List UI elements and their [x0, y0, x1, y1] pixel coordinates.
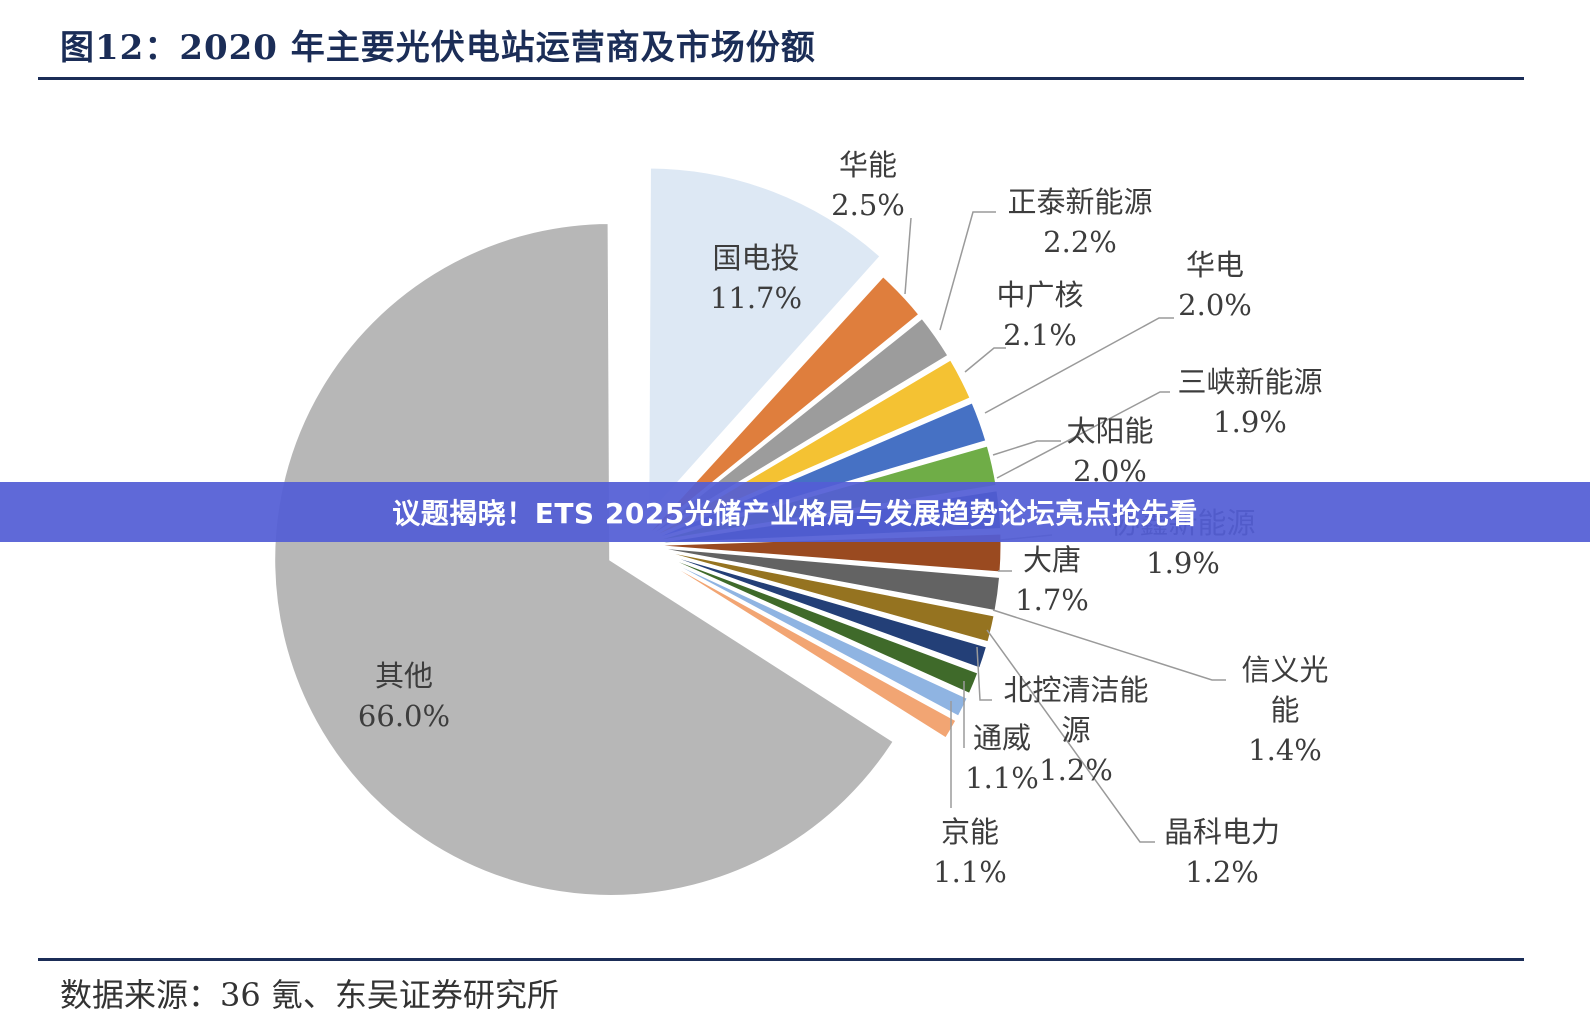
slice-value: 1.9%	[1213, 405, 1287, 439]
leader-line-11	[986, 629, 1155, 843]
slice-label-12: 北控清洁能源 1.2%	[1003, 673, 1148, 787]
slice-name: 晶科电力	[1164, 815, 1280, 849]
headline-text[interactable]: 议题揭晓！ETS 2025光储产业格局与发展趋势论坛亮点抢先看	[392, 497, 1198, 530]
slice-name: 其他	[375, 659, 433, 693]
leader-line-6	[992, 440, 1061, 456]
slice-value: 2.5%	[831, 188, 905, 222]
bottom-rule	[38, 958, 1524, 961]
slice-name: 信义光	[1241, 653, 1328, 687]
slice-name: 通威	[973, 721, 1031, 755]
headline-banner[interactable]: 议题揭晓！ETS 2025光储产业格局与发展趋势论坛亮点抢先看	[0, 482, 1590, 542]
slice-name: 正泰新能源	[1007, 185, 1152, 219]
slice-label-5: 华电 2.0%	[1178, 248, 1252, 322]
slice-name: 源	[1061, 713, 1090, 747]
slice-name: 能	[1270, 693, 1299, 727]
slice-label-3: 正泰新能源 2.2%	[1007, 185, 1152, 259]
pie-slice-15	[272, 220, 897, 898]
slice-label-6: 太阳能 2.0%	[1066, 414, 1153, 488]
slice-value: 1.7%	[1015, 583, 1089, 617]
slice-value: 1.1%	[933, 855, 1007, 889]
top-rule	[38, 77, 1524, 80]
slice-label-2: 华能 2.5%	[831, 148, 905, 222]
slice-value: 2.2%	[1043, 225, 1117, 259]
pie-slice-11	[636, 543, 990, 672]
pie-slice-2	[635, 273, 923, 547]
slice-label-11: 晶科电力 1.2%	[1164, 815, 1280, 889]
leader-line-12	[976, 646, 992, 701]
slice-label-1: 国电投 11.7%	[710, 241, 802, 315]
slice-value: 66.0%	[358, 699, 450, 733]
leader-line-7	[996, 391, 1170, 479]
slice-value: 2.1%	[1003, 318, 1077, 352]
slice-value: 1.2%	[1185, 855, 1259, 889]
slice-name: 太阳能	[1066, 414, 1153, 448]
slice-value: 2.0%	[1178, 288, 1252, 322]
slice-value: 11.7%	[710, 281, 802, 315]
slice-value: 1.4%	[1248, 733, 1322, 767]
slice-name: 华能	[839, 148, 897, 182]
pie-slice-14	[636, 543, 960, 742]
slice-label-10: 信义光能 1.4%	[1241, 653, 1328, 767]
slice-label-14: 京能 1.1%	[933, 815, 1007, 889]
slice-label-15: 其他 66.0%	[358, 659, 450, 733]
figure-title: 图12：2020 年主要光伏电站运营商及市场份额	[60, 28, 816, 68]
slice-labels: 国电投 11.7% 华能 2.5% 正泰新能源 2.2% 中广核 2.1% 华电 2.0% 太阳能 2…	[358, 148, 1329, 889]
slice-value: 1.1%	[965, 761, 1039, 795]
source-note: 数据来源：36 氪、东吴证券研究所	[60, 976, 559, 1014]
slice-value: 1.9%	[1146, 546, 1220, 580]
slice-name: 三峡新能源	[1177, 365, 1322, 399]
slice-name: 中广核	[996, 278, 1083, 312]
leader-line-5	[984, 317, 1174, 414]
leader-line-10	[992, 609, 1226, 681]
slice-name: 国电投	[712, 241, 799, 275]
slice-value: 1.2%	[1039, 753, 1113, 787]
slice-name: 华电	[1186, 248, 1244, 282]
pie-slice-1	[646, 165, 884, 521]
slice-name: 大唐	[1023, 543, 1081, 577]
slice-label-9: 大唐 1.7%	[1015, 543, 1089, 617]
leader-line-4	[964, 347, 1006, 373]
leader-line-3	[939, 211, 996, 331]
slice-name: 北控清洁能	[1003, 673, 1148, 707]
leader-line-2	[904, 217, 912, 295]
slice-label-13: 通威 1.1%	[965, 721, 1039, 795]
slice-name: 京能	[941, 815, 999, 849]
slice-label-7: 三峡新能源 1.9%	[1177, 365, 1322, 439]
slice-label-4: 中广核 2.1%	[996, 278, 1083, 352]
